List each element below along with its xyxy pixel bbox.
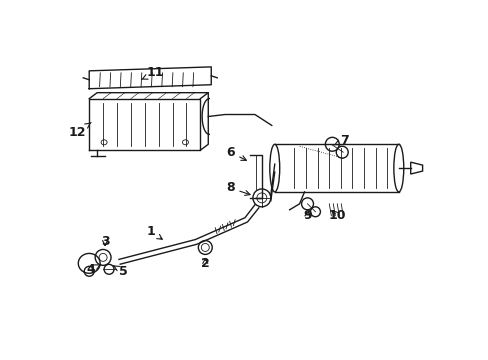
Text: 11: 11	[142, 66, 164, 80]
Text: 7: 7	[334, 134, 348, 147]
Text: 4: 4	[87, 263, 101, 276]
Text: 5: 5	[113, 265, 127, 278]
Text: 12: 12	[68, 122, 91, 139]
Text: 3: 3	[101, 235, 109, 248]
Text: 9: 9	[303, 209, 311, 222]
Text: 8: 8	[225, 181, 249, 195]
Text: 2: 2	[201, 257, 209, 270]
Text: 1: 1	[146, 225, 162, 239]
Text: 6: 6	[225, 146, 246, 160]
Text: 10: 10	[328, 209, 346, 222]
